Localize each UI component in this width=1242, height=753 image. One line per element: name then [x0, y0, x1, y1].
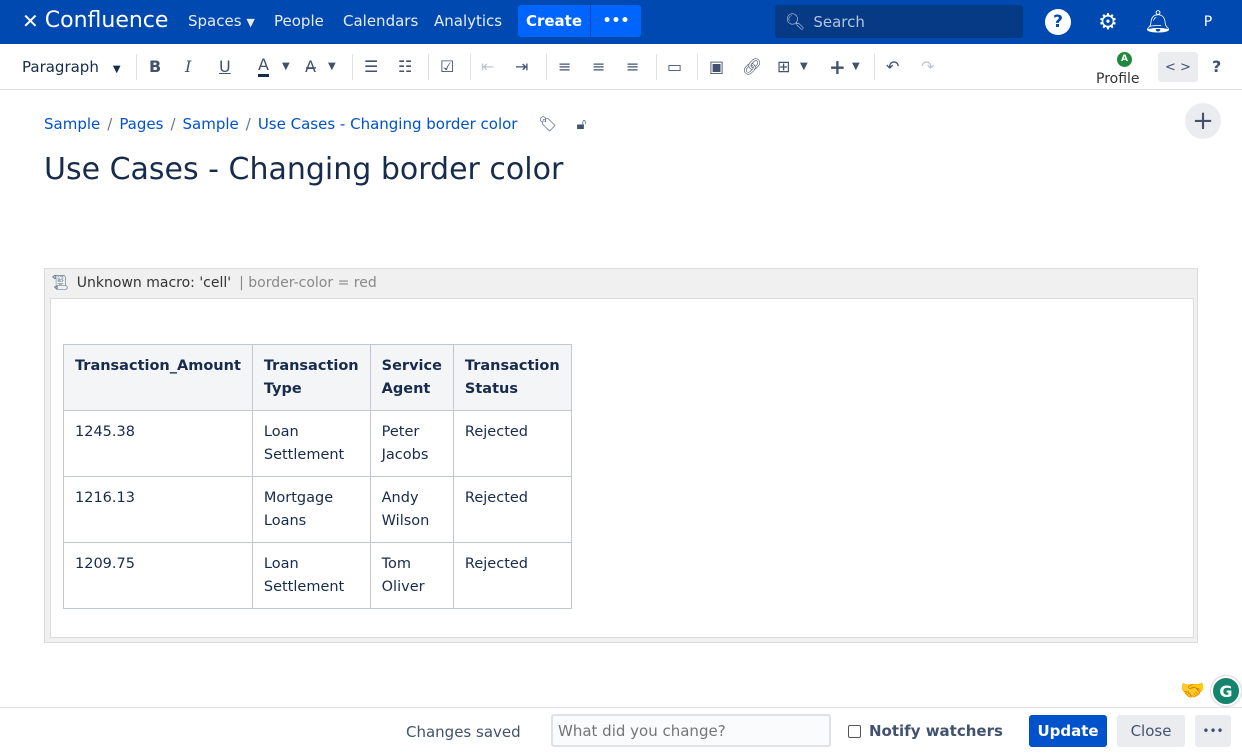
transactions-table: Transaction_Amount Transaction Type Serv…: [63, 344, 572, 609]
search-icon: 🔍︎: [785, 12, 806, 31]
table-cell[interactable]: 1209.75: [63, 542, 253, 609]
nav-calendars[interactable]: Calendars: [343, 12, 419, 30]
task-list-icon[interactable]: ☑: [440, 57, 455, 76]
help-icon[interactable]: ?: [1044, 8, 1072, 36]
table-cell[interactable]: Loan Settlement: [251, 542, 371, 609]
image-icon[interactable]: ▣: [709, 57, 725, 76]
align-center-icon[interactable]: ≡: [592, 57, 606, 76]
collaborator-badge: A: [1117, 52, 1132, 67]
table-cell[interactable]: Peter Jacobs: [369, 410, 454, 477]
macro-body[interactable]: Transaction_Amount Transaction Type Serv…: [50, 298, 1194, 638]
chevron-down-icon[interactable]: ▼: [328, 61, 336, 72]
avatar[interactable]: P: [1203, 14, 1213, 30]
restrictions-unlock-icon[interactable]: 🔓︎: [576, 115, 587, 133]
save-status: Changes saved: [406, 723, 521, 741]
breadcrumb: Sample / Pages / Sample / Use Cases - Chang…: [44, 115, 587, 133]
editor-footer: Changes saved Notify watchers Update Clo…: [0, 707, 1242, 753]
table-cell[interactable]: Rejected: [452, 542, 572, 609]
table-cell[interactable]: Rejected: [452, 410, 572, 477]
table-cell[interactable]: Andy Wilson: [369, 476, 454, 543]
breadcrumb-item[interactable]: Pages: [119, 115, 164, 133]
more-options-button[interactable]: •••: [1195, 715, 1231, 747]
table-cell[interactable]: Tom Oliver: [369, 542, 454, 609]
notify-watchers-checkbox[interactable]: [848, 724, 861, 738]
macro-name: Unknown macro: 'cell': [76, 275, 232, 291]
chevron-down-icon[interactable]: ▼: [282, 61, 290, 72]
underline-button[interactable]: U: [219, 57, 231, 76]
handshake-icon[interactable]: 🤝: [1180, 678, 1205, 702]
redo-icon: ↷: [921, 57, 935, 76]
create-more-button[interactable]: •••: [591, 5, 641, 37]
page-layout-icon[interactable]: ▭: [667, 57, 683, 76]
label-tag-icon[interactable]: 🏷︎: [538, 115, 558, 133]
table-cell[interactable]: Mortgage Loans: [251, 476, 371, 543]
align-right-icon[interactable]: ≡: [626, 57, 640, 76]
chevron-down-icon: ▼: [112, 64, 121, 75]
column-header[interactable]: Transaction Type: [251, 344, 371, 411]
column-header[interactable]: Service Agent: [369, 344, 454, 411]
table-cell[interactable]: 1216.13: [63, 476, 253, 543]
table-header-row: Transaction_Amount Transaction Type Serv…: [63, 344, 572, 411]
macro-icon: 📜︎: [51, 275, 69, 291]
page-title[interactable]: Use Cases - Changing border color: [44, 152, 564, 187]
confluence-icon: ✕: [22, 8, 39, 33]
nav-analytics[interactable]: Analytics: [434, 12, 503, 30]
chevron-down-icon[interactable]: ▼: [800, 61, 808, 72]
table-icon[interactable]: ⊞: [777, 57, 791, 76]
create-button[interactable]: Create: [518, 5, 590, 37]
close-button[interactable]: Close: [1117, 715, 1185, 747]
align-left-icon[interactable]: ≡: [558, 57, 572, 76]
nav-people[interactable]: People: [274, 12, 324, 30]
bold-button[interactable]: B: [149, 57, 162, 76]
help-button[interactable]: ?: [1212, 57, 1222, 76]
update-button[interactable]: Update: [1029, 715, 1107, 747]
macro-params: | border-color = red: [239, 275, 377, 291]
chevron-down-icon: ▼: [246, 16, 255, 29]
confluence-logo[interactable]: ✕ Confluence: [22, 8, 169, 33]
grammarly-icon[interactable]: G: [1211, 676, 1241, 706]
breadcrumb-item[interactable]: Use Cases - Changing border color: [257, 115, 518, 133]
italic-button[interactable]: I: [185, 57, 192, 76]
nav-spaces[interactable]: Spaces ▼: [188, 12, 255, 30]
link-icon[interactable]: 🔗︎: [742, 57, 763, 76]
outdent-icon: ⇤: [481, 57, 495, 76]
notify-watchers-option[interactable]: Notify watchers: [848, 722, 1003, 740]
profile-image[interactable]: Profile: [1096, 71, 1140, 87]
add-button[interactable]: +: [1185, 103, 1221, 139]
table-row: 1216.13 Mortgage Loans Andy Wilson Rejected: [63, 476, 572, 543]
unknown-macro-placeholder[interactable]: 📜︎ Unknown macro: 'cell' | border-color = …: [44, 268, 1198, 643]
undo-icon[interactable]: ↶: [886, 57, 900, 76]
table-row: 1245.38 Loan Settlement Peter Jacobs Reject…: [63, 410, 572, 477]
source-editor-button[interactable]: < >: [1158, 52, 1198, 82]
table-cell[interactable]: Rejected: [452, 476, 572, 543]
search-input[interactable]: 🔍︎ Search: [775, 5, 1023, 38]
table-cell[interactable]: 1245.38: [63, 410, 253, 477]
breadcrumb-item[interactable]: Sample: [182, 115, 239, 133]
top-nav: ✕ Confluence Spaces ▼ People Calendars An…: [0, 0, 1242, 44]
clear-formatting-icon[interactable]: A̶: [305, 57, 316, 76]
table-row: 1209.75 Loan Settlement Tom Oliver Rejected: [63, 542, 572, 609]
settings-icon[interactable]: ⚙: [1098, 9, 1118, 35]
text-color-button[interactable]: A: [258, 56, 269, 77]
breadcrumb-item[interactable]: Sample: [44, 115, 101, 133]
paragraph-style-dropdown[interactable]: Paragraph ▼: [22, 58, 121, 76]
column-header[interactable]: Transaction_Amount: [63, 344, 253, 411]
notifications-icon[interactable]: 🔔︎: [1144, 9, 1172, 35]
numbered-list-icon[interactable]: ☷: [398, 57, 413, 76]
indent-icon[interactable]: ⇥: [515, 57, 529, 76]
chevron-down-icon[interactable]: ▼: [852, 61, 860, 72]
table-cell[interactable]: Loan Settlement: [251, 410, 371, 477]
insert-plus-icon[interactable]: +: [829, 55, 846, 79]
change-comment-input[interactable]: [551, 714, 831, 747]
bullet-list-icon[interactable]: ☰: [364, 57, 379, 76]
editor-toolbar: Paragraph ▼ B I U A ▼ A̶ ▼ ☰ ☷ ☑ ⇤ ⇥ ≡ ≡ …: [0, 44, 1242, 90]
column-header[interactable]: Transaction Status: [452, 344, 572, 411]
